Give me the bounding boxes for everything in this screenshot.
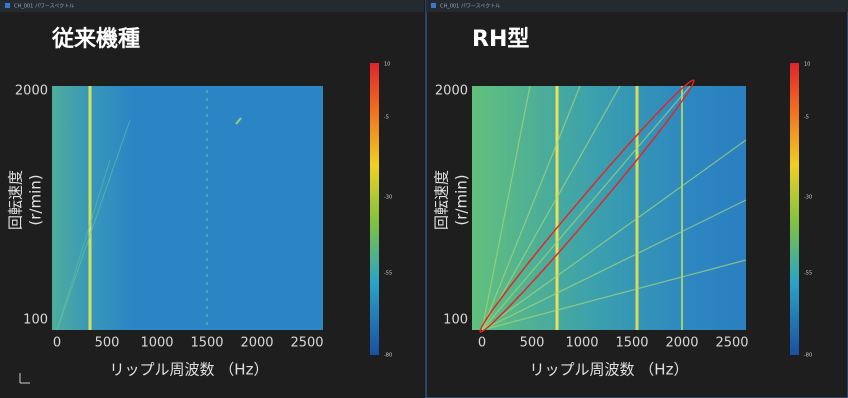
heatmap <box>472 86 746 330</box>
panel-heading: RH型 <box>472 27 529 52</box>
x-tick-label: 1500 <box>615 336 648 351</box>
right-spectrogram <box>472 79 747 333</box>
y-tick-label: 100 <box>443 313 468 328</box>
spot <box>235 117 242 125</box>
colorbar-tick-label: -5 <box>384 115 389 121</box>
axis-triad <box>19 373 30 384</box>
x-tick-label: 0 <box>478 336 486 351</box>
colorbar-tick-label: 10 <box>804 62 810 68</box>
colorbar <box>370 63 379 355</box>
left-titlebar <box>0 0 424 12</box>
colorbar-tick-label: -55 <box>384 271 392 277</box>
highlight-ellipse <box>479 79 695 333</box>
heatmap <box>52 86 323 330</box>
x-tick-label: 500 <box>95 336 120 351</box>
x-tick-label: 1000 <box>565 336 598 351</box>
colorbar-tick-label: -5 <box>804 115 809 121</box>
x-tick-label: 2000 <box>240 336 273 351</box>
colorbar-tick-label: -55 <box>804 271 812 277</box>
window-title: CH_001 パワースペクトル <box>440 4 500 10</box>
colorbar <box>790 63 799 355</box>
panel-heading: 従来機種 <box>51 26 140 52</box>
y-axis-label: (r/min) <box>27 174 45 225</box>
x-axis-label: リップル周波数 （Hz） <box>110 361 269 379</box>
x-axis-label: リップル周波数 （Hz） <box>530 361 689 379</box>
y-axis-label: 回転速度 <box>433 170 451 230</box>
colorbar-tick-label: -80 <box>804 353 812 359</box>
colorbar-tick-label: -80 <box>384 353 392 359</box>
heatmap-tint <box>52 86 323 330</box>
order-line <box>56 159 111 331</box>
y-tick-label: 2000 <box>435 84 468 99</box>
x-tick-label: 1500 <box>190 336 223 351</box>
colorbar-tick-label: -30 <box>804 195 812 201</box>
window-icon <box>5 3 10 8</box>
colorbar-tick-label: -30 <box>384 195 392 201</box>
window-icon <box>431 3 436 8</box>
window-title: CH_001 パワースペクトル <box>14 4 74 10</box>
x-tick-label: 500 <box>520 336 545 351</box>
colorbar-tick-label: 10 <box>384 62 390 68</box>
y-tick-label: 100 <box>23 313 48 328</box>
x-tick-label: 2500 <box>715 336 748 351</box>
x-tick-label: 0 <box>53 336 61 351</box>
right-titlebar <box>426 0 848 12</box>
order-line <box>56 119 131 331</box>
y-axis-label: (r/min) <box>453 174 471 225</box>
x-tick-label: 2500 <box>290 336 323 351</box>
x-tick-label: 2000 <box>665 336 698 351</box>
y-axis-label: 回転速度 <box>7 170 25 230</box>
order-lines <box>481 85 747 331</box>
x-tick-label: 1000 <box>140 336 173 351</box>
y-tick-label: 2000 <box>15 84 48 99</box>
left-spectrogram <box>52 86 323 331</box>
